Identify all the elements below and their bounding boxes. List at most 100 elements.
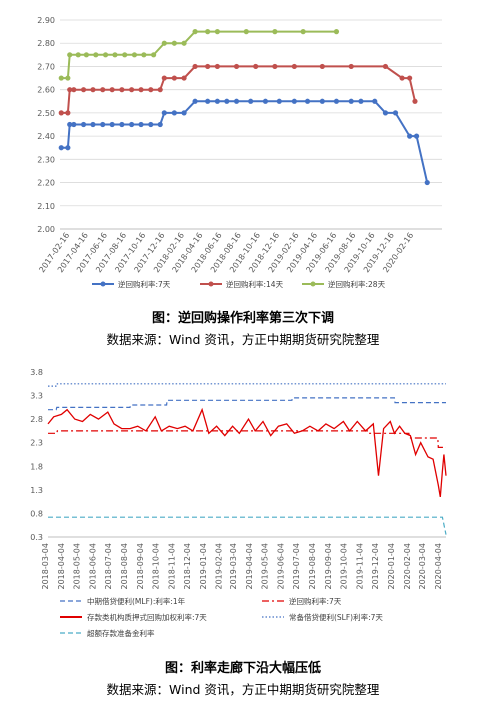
data-point <box>214 63 220 70</box>
data-point <box>83 52 89 58</box>
data-point <box>141 52 147 58</box>
data-point <box>319 63 325 70</box>
legend-marker <box>310 281 316 287</box>
data-point <box>129 121 135 128</box>
data-point <box>407 75 413 81</box>
data-point <box>65 110 71 116</box>
data-point <box>90 121 96 128</box>
data-point <box>58 110 64 116</box>
data-point <box>161 75 167 81</box>
data-point <box>333 29 340 35</box>
y-tick-label: 2.10 <box>37 202 55 211</box>
data-point <box>243 29 249 35</box>
chart1-source: 数据来源：Wind 资讯，方正中期期货研究院整理 <box>107 332 380 347</box>
chart2-x-axis: 2018-03-04 2018-04-04 2018-05-04 2018-06-04… <box>41 536 446 590</box>
series-line <box>48 397 446 411</box>
chart2-legend: 中期借贷便利(MLF):利率:1年 逆回购利率:7天存款类机构质押式回购加权利率:… <box>60 596 383 638</box>
x-tick-label: 2019-11-04 <box>355 543 364 590</box>
data-point <box>291 63 297 70</box>
legend-marker <box>100 281 106 287</box>
data-point <box>157 87 163 93</box>
series-line <box>61 100 429 183</box>
x-tick-label: 2019-04-04 <box>245 543 254 590</box>
data-point <box>348 98 354 104</box>
y-tick-label: 3.3 <box>30 392 43 401</box>
data-point <box>205 98 211 104</box>
legend-label: 逆回购利率:28天 <box>328 279 386 289</box>
data-point <box>67 52 73 58</box>
y-tick-label: 2.20 <box>37 179 55 188</box>
data-point <box>161 40 167 46</box>
data-point <box>90 87 96 93</box>
data-point <box>138 121 144 128</box>
chart1-x-axis: 2017-02-162017-04-162017-06-162017-08-16… <box>37 228 442 274</box>
y-tick-label: 2.30 <box>37 155 55 164</box>
y-tick-label: 2.40 <box>37 132 55 141</box>
x-tick-label: 2019-12-04 <box>371 543 380 590</box>
data-point <box>412 98 418 104</box>
y-tick-label: 1.8 <box>30 462 43 471</box>
data-point <box>80 87 87 93</box>
data-point <box>112 52 118 58</box>
data-point <box>93 52 99 58</box>
x-tick-label: 2019-03-04 <box>229 543 238 590</box>
x-tick-label: 2019-05-04 <box>261 543 270 590</box>
series-line <box>48 516 447 535</box>
data-point <box>399 75 405 81</box>
data-point <box>80 121 87 128</box>
chart2-caption: 图：利率走廊下沿大幅压低 <box>165 660 321 676</box>
chart1-legend: 逆回购利率:7天 逆回购利率:14天 逆回购利率:28天 <box>92 279 386 289</box>
y-tick-label: 0.8 <box>30 509 43 518</box>
x-tick-label: 2019-10-04 <box>340 543 349 590</box>
data-point <box>151 52 157 58</box>
x-tick-label: 2020-03-04 <box>418 543 427 590</box>
data-point <box>65 75 71 81</box>
y-tick-label: 2.70 <box>37 62 55 71</box>
chart1-series <box>58 29 430 186</box>
data-point <box>181 40 187 46</box>
data-point <box>67 121 73 128</box>
x-tick-label: 2018-10-04 <box>151 543 160 590</box>
series-line <box>61 30 337 80</box>
data-point <box>58 145 64 151</box>
x-tick-label: 2019-01-04 <box>199 543 208 590</box>
data-point <box>192 63 198 70</box>
legend-label: 逆回购利率:14天 <box>226 279 284 289</box>
data-point <box>171 110 177 116</box>
data-point <box>148 87 154 93</box>
data-point <box>214 29 220 35</box>
y-tick-label: 2.8 <box>30 415 43 424</box>
data-point <box>348 63 354 70</box>
chart-rate-corridor: 0.30.81.31.82.32.83.33.8 2018-03-04 2018-… <box>30 368 447 638</box>
legend-label: 逆回购利率:7天 <box>289 596 342 606</box>
data-point <box>192 29 198 35</box>
x-tick-label: 2018-12-04 <box>183 543 192 590</box>
data-point <box>333 98 340 104</box>
y-tick-label: 2.50 <box>37 109 55 118</box>
x-tick-label: 2020-02-04 <box>403 543 412 590</box>
data-point <box>65 145 71 151</box>
legend-label: 超额存款准备金利率 <box>87 628 155 638</box>
chart1-caption: 图：逆回购操作利率第三次下调 <box>152 310 334 326</box>
data-point <box>382 63 389 70</box>
data-point <box>233 63 240 70</box>
data-point <box>214 98 220 104</box>
data-point <box>58 75 64 81</box>
data-point <box>272 29 278 35</box>
data-point <box>372 98 378 104</box>
chart-repo-rates: 2.00 2.10 2.20 2.30 2.40 2.50 2.60 2.70 2.80 2.90… <box>37 16 442 289</box>
data-point <box>300 29 306 35</box>
x-tick-label: 2018-11-04 <box>167 543 176 590</box>
data-point <box>205 63 211 70</box>
data-point <box>161 110 167 116</box>
data-point <box>262 98 269 104</box>
data-point <box>119 121 125 128</box>
x-tick-label: 2019-09-04 <box>324 543 333 590</box>
y-tick-label: 2.80 <box>37 39 55 48</box>
legend-label: 逆回购利率:7天 <box>118 279 171 289</box>
x-tick-label: 2019-06-04 <box>277 543 286 590</box>
y-tick-label: 3.8 <box>30 368 43 377</box>
y-tick-label: 2.60 <box>37 86 55 95</box>
data-point <box>413 133 420 139</box>
